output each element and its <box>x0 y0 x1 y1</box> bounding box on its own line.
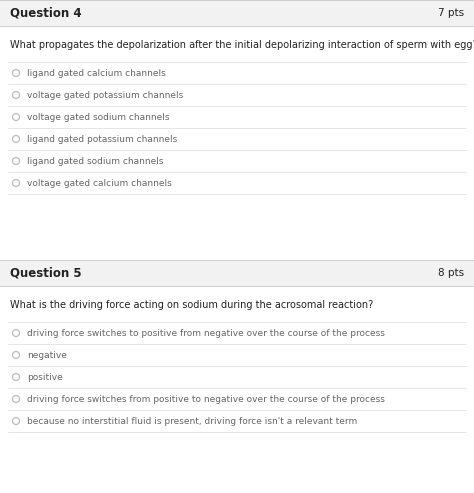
Text: ligand gated potassium channels: ligand gated potassium channels <box>27 135 177 143</box>
Text: What is the driving force acting on sodium during the acrosomal reaction?: What is the driving force acting on sodi… <box>10 300 373 310</box>
Text: What propagates the depolarization after the initial depolarizing interaction of: What propagates the depolarization after… <box>10 40 474 50</box>
FancyBboxPatch shape <box>0 0 474 26</box>
Text: voltage gated sodium channels: voltage gated sodium channels <box>27 112 170 121</box>
Text: Question 5: Question 5 <box>10 267 82 280</box>
Text: ligand gated sodium channels: ligand gated sodium channels <box>27 156 164 166</box>
Text: driving force switches from positive to negative over the course of the process: driving force switches from positive to … <box>27 394 385 403</box>
Text: ligand gated calcium channels: ligand gated calcium channels <box>27 69 166 77</box>
Text: positive: positive <box>27 373 63 382</box>
Text: 8 pts: 8 pts <box>438 268 464 278</box>
Text: because no interstitial fluid is present, driving force isn't a relevant term: because no interstitial fluid is present… <box>27 417 357 425</box>
Text: negative: negative <box>27 351 67 359</box>
Text: driving force switches to positive from negative over the course of the process: driving force switches to positive from … <box>27 328 385 338</box>
Text: Question 4: Question 4 <box>10 6 82 20</box>
Text: voltage gated calcium channels: voltage gated calcium channels <box>27 178 172 187</box>
Text: 7 pts: 7 pts <box>438 8 464 18</box>
FancyBboxPatch shape <box>0 260 474 286</box>
Text: voltage gated potassium channels: voltage gated potassium channels <box>27 91 183 100</box>
